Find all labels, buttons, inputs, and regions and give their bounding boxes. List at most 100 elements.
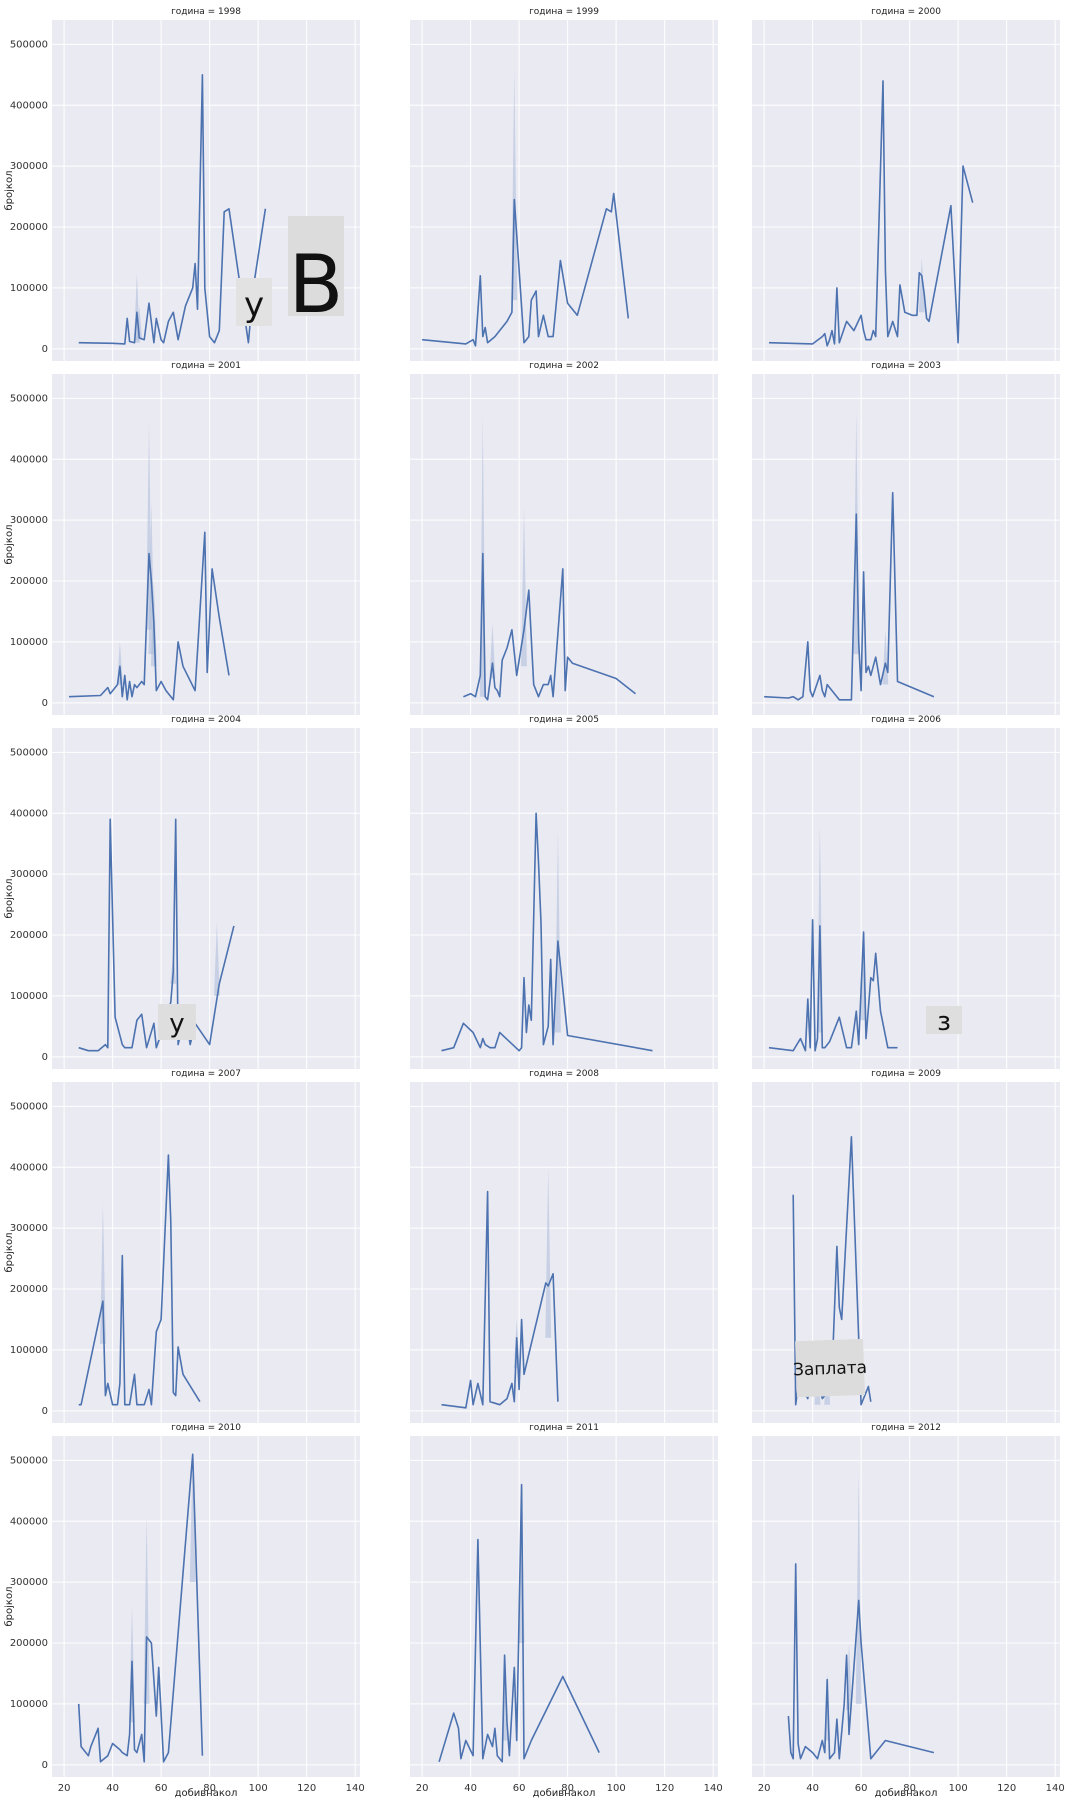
series-line (768, 80, 974, 347)
series-line (422, 192, 630, 347)
confidence-band (545, 1167, 552, 1338)
facet-panel-15: година = 2012 20 40 60 80 100 120 140 (752, 1423, 1065, 1794)
series-line (764, 491, 935, 701)
facet-title: година = 2012 (871, 1423, 941, 1433)
facet-panel-2: година = 1999 (410, 7, 718, 361)
y-axis-label: бројкол (3, 525, 15, 565)
panel-background (752, 374, 1060, 715)
facet-title: година = 2009 (871, 1069, 941, 1079)
panel-background (52, 728, 360, 1069)
x-tick-label: 20 (58, 1783, 71, 1794)
x-tick-label: 40 (106, 1783, 119, 1794)
y-tick-label: 300000 (10, 869, 48, 880)
x-tick-label: 140 (346, 1783, 365, 1794)
y-axis-label: бројкол (3, 1587, 15, 1627)
y-tick-label: 500000 (10, 1101, 48, 1112)
y-tick-label: 200000 (10, 1638, 48, 1649)
x-tick-label: 60 (513, 1783, 526, 1794)
facet-title: година = 2000 (871, 7, 941, 17)
y-tick-label: 0 (42, 1052, 48, 1063)
x-tick-label: 40 (464, 1783, 477, 1794)
y-axis-label: бројкол (3, 1233, 15, 1273)
x-tick-label: 20 (416, 1783, 429, 1794)
confidence-band (136, 306, 143, 340)
facet-panel-10: година = 2007 0 100000 200000 300000 400000 50… (10, 1069, 360, 1423)
sticker-4-bg (926, 1006, 962, 1034)
y-tick-label: 500000 (10, 747, 48, 758)
facet-panel-11: година = 2008 (410, 1069, 718, 1423)
sticker-3-bg (158, 1004, 196, 1040)
facet-title: година = 1998 (171, 7, 241, 17)
y-tick-label: 100000 (10, 283, 48, 294)
y-tick-label: 0 (42, 1406, 48, 1417)
sticker-5: Заплата (793, 1338, 867, 1398)
facet-title: година = 2007 (171, 1069, 241, 1079)
sticker-4-text: з (937, 1007, 951, 1037)
panel-background (410, 728, 718, 1069)
x-tick-label: 140 (1046, 1783, 1065, 1794)
facet-title: година = 2008 (529, 1069, 599, 1079)
panel-background (410, 1436, 718, 1777)
series-line (78, 1154, 201, 1406)
series-line (68, 531, 230, 701)
facet-panel-4: година = 2001 0 100000 200000 300000 400000 50… (10, 361, 360, 715)
facet-title: година = 2002 (529, 361, 599, 371)
x-axis-label: добивнакол (533, 1788, 596, 1799)
sticker-1: у (236, 278, 272, 326)
x-tick-label: 140 (704, 1783, 723, 1794)
facet-title: година = 2001 (171, 361, 241, 371)
sticker-3-text: у (169, 1009, 184, 1039)
sticker-1-bg (236, 278, 272, 326)
x-axis-label: добивнакол (875, 1788, 938, 1799)
panel-background (752, 728, 1060, 1069)
y-tick-label: 100000 (10, 1345, 48, 1356)
y-tick-label: 0 (42, 1760, 48, 1771)
x-tick-label: 80 (903, 1783, 916, 1794)
confidence-band (489, 623, 496, 679)
confidence-band (918, 257, 925, 313)
y-axis-label: бројкол (3, 879, 15, 919)
y-tick-label: 200000 (10, 930, 48, 941)
y-tick-label: 0 (42, 698, 48, 709)
confidence-band (521, 507, 527, 667)
x-tick-label: 60 (155, 1783, 168, 1794)
series-line (768, 918, 898, 1052)
facet-title: година = 1999 (529, 7, 599, 17)
y-tick-label: 300000 (10, 1577, 48, 1588)
y-tick-label: 400000 (10, 808, 48, 819)
facet-panel-9: година = 2006 (752, 715, 1060, 1069)
x-tick-label: 80 (561, 1783, 574, 1794)
facet-title: година = 2005 (529, 715, 599, 725)
x-tick-label: 40 (806, 1783, 819, 1794)
x-tick-label: 120 (997, 1783, 1016, 1794)
y-tick-label: 300000 (10, 1223, 48, 1234)
sticker-2-bg (288, 216, 344, 316)
y-tick-label: 500000 (10, 393, 48, 404)
facet-panel-13: година = 2010 0 100000 200000 300000 400000 50… (10, 1423, 365, 1794)
x-tick-label: 100 (249, 1783, 268, 1794)
panel-background (410, 1082, 718, 1423)
panel-background (410, 20, 718, 361)
x-tick-label: 100 (949, 1783, 968, 1794)
facet-panel-14: година = 2011 20 40 60 80 100 120 140 (410, 1423, 723, 1794)
y-tick-label: 400000 (10, 1516, 48, 1527)
panel-background (52, 1436, 360, 1777)
series-line (438, 1483, 600, 1763)
sticker-5-bg (795, 1338, 865, 1398)
y-tick-label: 300000 (10, 161, 48, 172)
facet-title: година = 2011 (529, 1423, 599, 1433)
y-tick-label: 100000 (10, 991, 48, 1002)
panels-layer: година = 1998010000020000030000040000050… (10, 7, 1065, 1794)
panel-background (52, 374, 360, 715)
y-tick-label: 400000 (10, 454, 48, 465)
x-axis-label: добивнакол (175, 1788, 238, 1799)
y-tick-label: 200000 (10, 222, 48, 233)
y-axis-label: бројкол (3, 171, 15, 211)
y-tick-label: 100000 (10, 637, 48, 648)
facet-panel-1: година = 1998 0 100000 200000 300000 400000 50… (10, 7, 360, 361)
x-tick-label: 80 (203, 1783, 216, 1794)
facet-panel-3: година = 2000 (752, 7, 1060, 361)
sticker-2: В (288, 216, 344, 331)
panel-background (752, 1436, 1060, 1777)
